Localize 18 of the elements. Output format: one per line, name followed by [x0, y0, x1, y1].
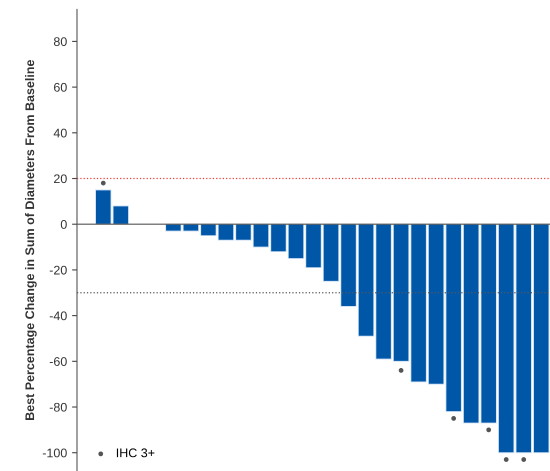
y-tick-label: -80	[50, 402, 67, 412]
point	[486, 427, 492, 432]
point	[451, 416, 456, 421]
legend-label: IHC 3+	[116, 448, 154, 458]
y-tick-label: 0	[60, 220, 67, 229]
y-tick-label: -40	[50, 311, 67, 320]
point	[398, 368, 404, 373]
y-tick-label: 40	[54, 128, 67, 138]
y-tick-label: 20	[54, 174, 67, 184]
y-tick-label: -60	[50, 357, 67, 366]
point	[100, 180, 106, 186]
y-axis-title: Best Percentage Change in Sum of Diameters From Baseline	[25, 60, 37, 420]
y-tick-label: -100	[42, 448, 67, 458]
y-tick-label: 60	[54, 82, 67, 92]
y-tick-label: 80	[54, 37, 67, 46]
point	[521, 457, 526, 462]
point	[504, 457, 509, 462]
y-tick-label: -20	[50, 266, 67, 275]
